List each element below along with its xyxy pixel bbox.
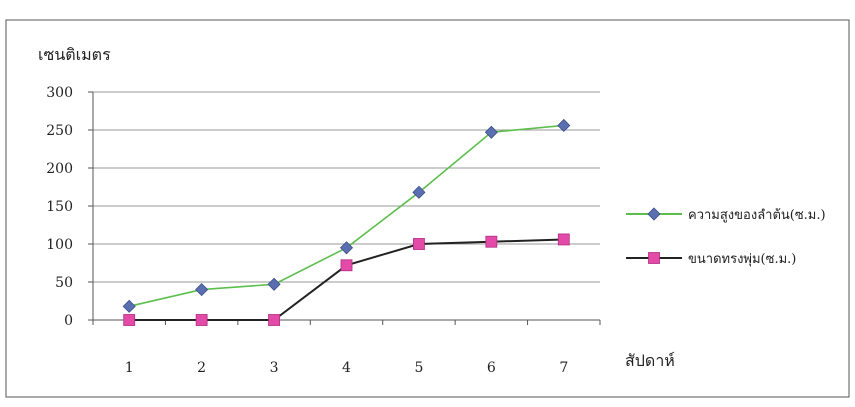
data-point [123,314,136,326]
series-2 [123,233,570,326]
legend-swatch-marker [648,252,660,264]
data-point [195,314,208,326]
data-point [485,235,498,248]
y-tick-labels: 0 50 100 150 200 250 300 [46,85,73,329]
data-point [557,233,570,246]
x-axis-title: สัปดาห์ [625,351,675,370]
legend-item: ความสูงของลำต้น(ซ.ม.) [626,207,826,223]
data-point [340,259,353,272]
legend-label: ขนาดทรงพุ่ม(ซ.ม.) [688,252,796,267]
chart-border [5,19,850,398]
legend-swatch-marker [647,207,661,221]
x-tick-label: 3 [270,360,279,376]
series-1 [122,118,571,313]
y-tick-label: 200 [46,161,73,177]
data-point [484,125,498,139]
x-tick-label: 7 [559,360,568,376]
data-point [557,118,571,133]
y-tick-label: 100 [46,237,73,253]
y-tick-label: 50 [55,275,73,291]
data-point [195,283,209,297]
x-tick-label: 2 [197,360,206,376]
y-tick-label: 150 [46,199,73,215]
data-point [268,314,280,326]
y-tick-label: 250 [46,123,73,139]
data-point [267,277,281,291]
x-tick-label: 1 [125,360,134,376]
x-tick-label: 4 [342,360,351,376]
y-tick-label: 300 [46,85,73,101]
legend-label: ความสูงของลำต้น(ซ.ม.) [688,208,826,223]
x-tick-label: 6 [487,360,496,376]
x-tick-label: 5 [414,360,423,376]
x-tick-labels: 1 2 3 4 5 6 7 [125,360,568,376]
series-layer [122,118,571,326]
data-point [339,241,354,255]
data-point [413,238,425,250]
data-point [122,299,136,313]
legend-item: ขนาดทรงพุ่ม(ซ.ม.) [626,252,796,267]
y-axis-title: เซนติเมตร [38,45,111,64]
data-point [412,185,426,199]
legend: ความสูงของลำต้น(ซ.ม.) ขนาดทรงพุ่ม(ซ.ม.) [626,207,826,267]
y-tick-label: 0 [64,313,73,329]
